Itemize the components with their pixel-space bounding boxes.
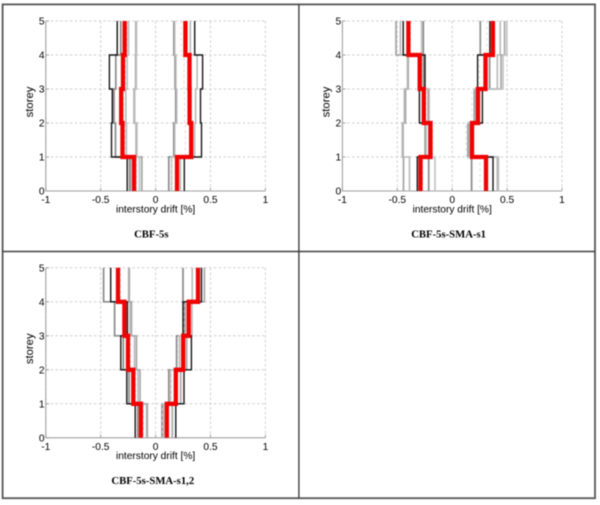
svg-text:CBF-5s-SMA-s1: CBF-5s-SMA-s1 bbox=[411, 228, 486, 240]
svg-text:-1: -1 bbox=[41, 442, 50, 453]
svg-text:4: 4 bbox=[39, 51, 45, 62]
svg-text:CBF-5s-SMA-s1,2: CBF-5s-SMA-s1,2 bbox=[111, 475, 194, 487]
svg-text:interstory drift [%]: interstory drift [%] bbox=[116, 204, 195, 215]
svg-text:0: 0 bbox=[39, 187, 45, 198]
svg-text:1: 1 bbox=[559, 195, 565, 206]
svg-text:-0.5: -0.5 bbox=[92, 195, 110, 206]
svg-text:2: 2 bbox=[39, 365, 45, 376]
svg-text:5: 5 bbox=[39, 17, 45, 28]
svg-text:storey: storey bbox=[24, 333, 36, 364]
svg-text:storey: storey bbox=[24, 86, 36, 117]
svg-text:-1: -1 bbox=[41, 195, 50, 206]
svg-text:4: 4 bbox=[39, 297, 45, 308]
svg-text:5: 5 bbox=[336, 17, 342, 28]
svg-text:0.5: 0.5 bbox=[203, 195, 217, 206]
svg-text:1: 1 bbox=[336, 153, 342, 164]
svg-text:-0.5: -0.5 bbox=[92, 442, 110, 453]
svg-text:0: 0 bbox=[153, 195, 159, 206]
svg-text:1: 1 bbox=[39, 153, 45, 164]
svg-text:1: 1 bbox=[39, 399, 45, 410]
svg-text:storey: storey bbox=[320, 86, 332, 117]
svg-text:0: 0 bbox=[336, 187, 342, 198]
svg-text:-1: -1 bbox=[338, 195, 347, 206]
svg-text:interstory drift [%]: interstory drift [%] bbox=[116, 451, 195, 462]
svg-text:4: 4 bbox=[336, 51, 342, 62]
svg-text:1: 1 bbox=[263, 195, 269, 206]
svg-text:5: 5 bbox=[39, 263, 45, 274]
svg-text:3: 3 bbox=[39, 331, 45, 342]
svg-text:0: 0 bbox=[449, 195, 455, 206]
svg-text:3: 3 bbox=[336, 85, 342, 96]
svg-text:interstory drift [%]: interstory drift [%] bbox=[413, 204, 492, 215]
svg-text:0.5: 0.5 bbox=[500, 195, 514, 206]
svg-text:3: 3 bbox=[39, 85, 45, 96]
svg-text:CBF-5s: CBF-5s bbox=[134, 228, 168, 240]
svg-text:0: 0 bbox=[153, 442, 159, 453]
svg-text:0.5: 0.5 bbox=[203, 442, 217, 453]
svg-text:2: 2 bbox=[39, 119, 45, 130]
svg-text:2: 2 bbox=[336, 119, 342, 130]
svg-text:-0.5: -0.5 bbox=[389, 195, 407, 206]
svg-text:0: 0 bbox=[39, 433, 45, 444]
svg-text:1: 1 bbox=[263, 442, 269, 453]
